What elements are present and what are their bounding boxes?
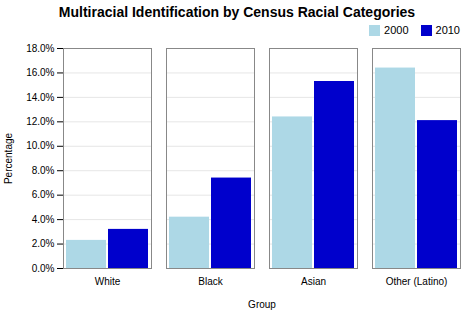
svg-text:0.0%: 0.0%	[32, 263, 55, 274]
svg-text:4.0%: 4.0%	[32, 214, 55, 225]
svg-text:White: White	[95, 276, 121, 287]
svg-text:Black: Black	[198, 276, 223, 287]
html-text:2010: 2010	[435, 24, 460, 36]
svg-text:Percentage: Percentage	[3, 132, 14, 184]
svg-text:18.0%: 18.0%	[26, 43, 54, 54]
html-text:Multiracial Identification by: Multiracial Identification by Census Rac…	[58, 4, 416, 20]
svg-text:12.0%: 12.0%	[26, 116, 54, 127]
svg-text:6.0%: 6.0%	[32, 189, 55, 200]
svg-text:10.0%: 10.0%	[26, 140, 54, 151]
svg-text:Group: Group	[248, 299, 276, 310]
html-text:2000: 2000	[384, 24, 409, 36]
svg-text:14.0%: 14.0%	[26, 92, 54, 103]
svg-text:8.0%: 8.0%	[32, 165, 55, 176]
svg-text:Asian: Asian	[301, 276, 326, 287]
svg-text:Other (Latino): Other (Latino)	[386, 276, 448, 287]
svg-text:16.0%: 16.0%	[26, 67, 54, 78]
svg-text:2.0%: 2.0%	[32, 238, 55, 249]
